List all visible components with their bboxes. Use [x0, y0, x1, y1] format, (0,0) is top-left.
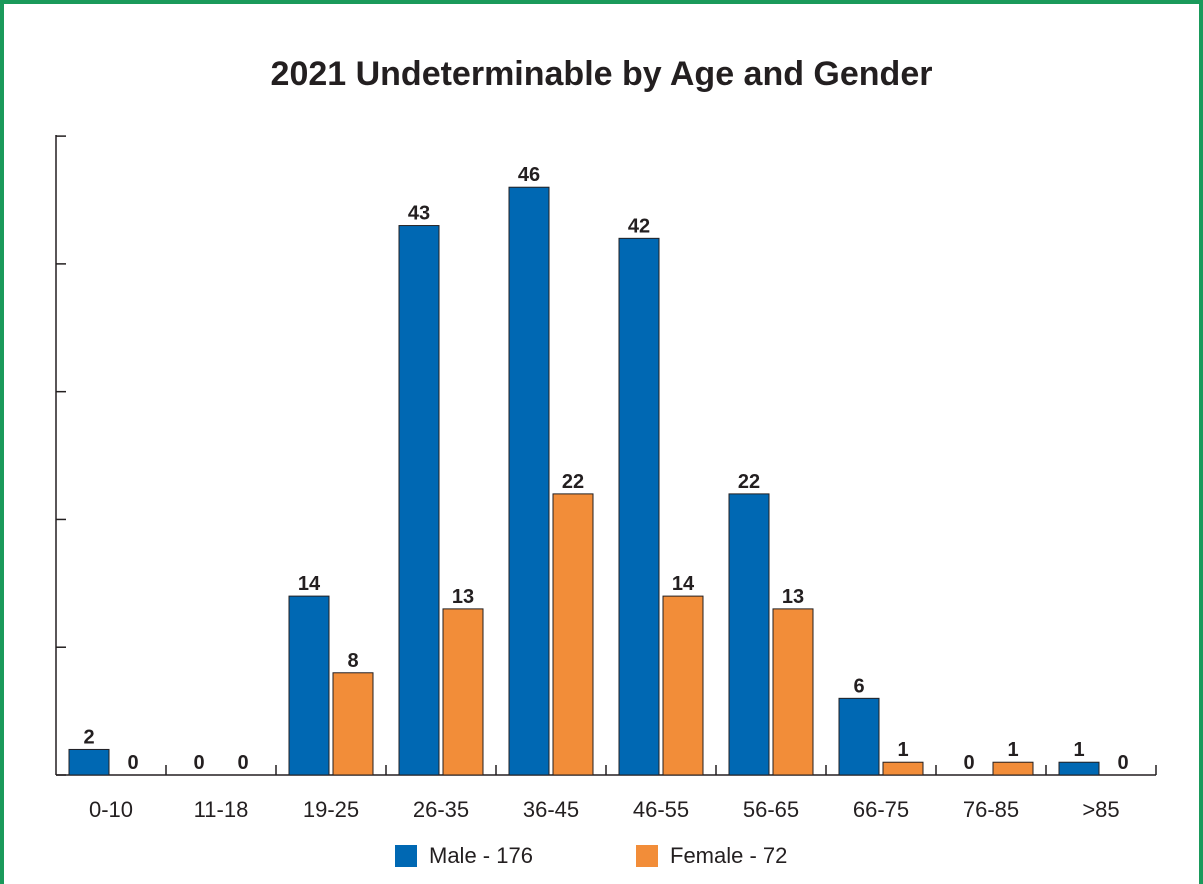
legend-swatch-male	[395, 845, 417, 867]
data-label-male-0: 2	[83, 726, 94, 748]
data-label-male-2: 14	[298, 573, 321, 595]
data-label-male-1: 0	[193, 752, 204, 774]
bar-male-4	[508, 186, 550, 776]
legend-label-male: Male - 176	[429, 843, 533, 868]
x-tick-label-8: 76-85	[963, 797, 1019, 822]
x-tick-label-1: 11-18	[194, 797, 249, 822]
data-label-male-7: 6	[853, 675, 864, 697]
bar-female-5	[662, 595, 704, 776]
bar-male-7	[838, 697, 880, 776]
data-label-female-2: 8	[347, 650, 358, 672]
x-tick-label-9: >85	[1082, 797, 1119, 822]
data-label-female-3: 13	[452, 586, 474, 608]
bar-male-5	[618, 237, 660, 776]
x-tick-label-4: 36-45	[523, 797, 579, 822]
legend-label-female: Female - 72	[670, 843, 788, 868]
data-label-female-4: 22	[562, 471, 584, 493]
data-label-male-8: 0	[963, 752, 974, 774]
bar-female-7	[882, 761, 924, 776]
data-label-female-0: 0	[127, 752, 138, 774]
data-label-male-4: 46	[518, 164, 540, 186]
data-label-female-9: 0	[1117, 752, 1128, 774]
x-tick-label-2: 19-25	[303, 797, 359, 822]
x-tick-label-6: 56-65	[743, 797, 799, 822]
legend-item-female: Female - 72	[636, 843, 787, 869]
bar-male-2	[288, 595, 330, 776]
bar-female-4	[552, 493, 594, 776]
data-label-female-1: 0	[237, 752, 248, 774]
x-tick-label-0: 0-10	[89, 797, 133, 822]
bar-male-3	[398, 225, 440, 776]
bar-male-6	[728, 493, 770, 776]
bar-female-6	[772, 608, 814, 776]
data-label-female-7: 1	[897, 739, 908, 761]
data-label-male-9: 1	[1073, 739, 1084, 761]
bar-male-0	[68, 748, 110, 776]
bar-female-2	[332, 672, 374, 776]
bar-female-3	[442, 608, 484, 776]
legend-item-male: Male - 176	[395, 843, 533, 869]
bar-male-9	[1058, 761, 1100, 776]
data-label-female-5: 14	[672, 573, 695, 595]
data-label-male-5: 42	[628, 215, 650, 237]
legend: Male - 176 Female - 72	[0, 843, 1203, 871]
data-label-male-6: 22	[738, 471, 760, 493]
data-label-female-6: 13	[782, 586, 804, 608]
data-label-male-3: 43	[408, 203, 430, 225]
data-label-female-8: 1	[1007, 739, 1018, 761]
x-tick-label-7: 66-75	[853, 797, 909, 822]
legend-swatch-female	[636, 845, 658, 867]
x-tick-label-3: 26-35	[413, 797, 469, 822]
bar-female-8	[992, 761, 1034, 776]
chart-title: 2021 Undeterminable by Age and Gender	[270, 55, 933, 93]
x-tick-label-5: 46-55	[633, 797, 689, 822]
